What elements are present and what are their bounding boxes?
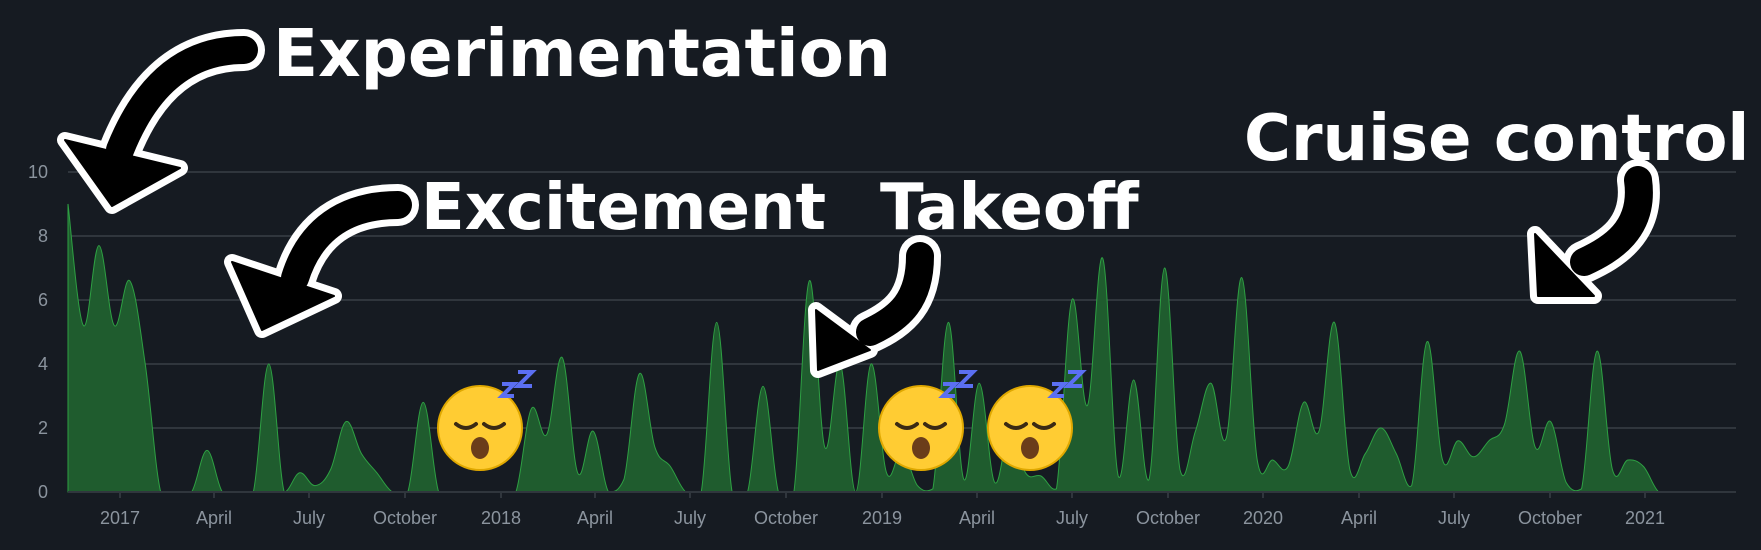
arrow-head [64,139,181,207]
y-tick-label: 0 [38,482,48,502]
sleeping-face-icon [437,370,537,471]
arrow-shaft [1570,166,1653,276]
eye-left [1004,422,1028,430]
arrow-takeoff [808,235,941,378]
arrow-shaft [856,242,934,346]
sleeper-icons [437,370,1087,471]
y-tick-label: 6 [38,290,48,310]
annotation-cruise-control: Cruise control [1244,102,1749,176]
x-tick-label: October [1136,508,1200,528]
y-tick-label: 10 [28,162,48,182]
eye-right [923,422,947,430]
y-axis-ticks: 0 2 4 6 8 10 [28,162,48,502]
z-icon [938,382,960,398]
eye-left [895,422,919,430]
mouth [1021,437,1039,459]
x-tick-label: April [959,508,995,528]
area-series-0 [67,203,1736,493]
x-tick-label: October [373,508,437,528]
face [437,385,523,471]
x-tick-label: July [293,508,325,528]
mouth [471,437,489,459]
y-tick-label: 2 [38,418,48,438]
y-tick-label: 8 [38,226,48,246]
arrow-experimentation [57,29,265,214]
arrow-head [1534,233,1595,297]
z-icon [513,370,537,388]
z-icon [1047,382,1069,398]
eye-right [482,422,506,430]
arrow-shaft [281,191,412,292]
z-icon [1063,370,1087,388]
eye-right [1032,422,1056,430]
area-series [67,203,1736,493]
arrow-excitement [224,184,419,338]
x-tick-label: 2018 [481,508,521,528]
arrows [57,29,1660,378]
z-icon [497,382,519,398]
eye-left [454,422,478,430]
arrow-head [815,309,871,371]
x-tick-label: July [674,508,706,528]
x-tick-label: 2020 [1243,508,1283,528]
mouth [912,437,930,459]
x-tick-label: October [754,508,818,528]
x-tick-label: April [1341,508,1377,528]
annotation-takeoff: Takeoff [880,171,1140,245]
y-tick-label: 4 [38,354,48,374]
x-tick-label: April [577,508,613,528]
x-tick-label: April [196,508,232,528]
z-icon [954,370,978,388]
sleeping-face-icon [987,370,1087,471]
sleeping-face-icon [878,370,978,471]
x-tick-label: 2019 [862,508,902,528]
x-tick-label: October [1518,508,1582,528]
face [987,385,1073,471]
x-tick-label: July [1438,508,1470,528]
arrow-cruise-control [1527,159,1660,304]
x-tick-label: July [1056,508,1088,528]
annotation-experimentation: Experimentation [273,15,891,92]
face [878,385,964,471]
arrow-shaft [106,36,258,164]
x-tick-label: 2017 [100,508,140,528]
arrow-head [231,261,335,331]
x-tick-label: 2021 [1625,508,1665,528]
x-axis-ticks: 2017 April July October 2018 April July October… [100,492,1665,528]
annotation-excitement: Excitement [421,171,826,245]
